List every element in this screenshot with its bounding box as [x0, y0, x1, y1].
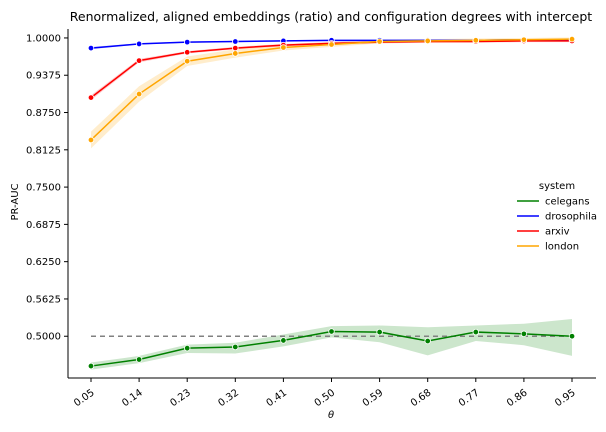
data-point-celegans	[232, 343, 239, 351]
data-point-celegans	[424, 337, 431, 345]
data-point-london	[568, 35, 576, 43]
x-tick-label: 0.95	[553, 387, 578, 409]
data-point-celegans	[87, 362, 95, 370]
x-axis-label: θ	[328, 410, 334, 421]
data-point-london	[232, 50, 239, 57]
data-point-london	[472, 37, 479, 44]
y-tick-label: 0.7500	[26, 183, 61, 194]
data-point-celegans	[472, 328, 479, 336]
x-tick-label: 0.41	[265, 387, 290, 409]
data-point-drosophila	[135, 40, 143, 48]
x-tick-label: 0.77	[457, 387, 482, 409]
data-point-arxiv	[135, 57, 143, 64]
legend-label-london: london	[545, 242, 579, 253]
y-axis-label: PR-AUC	[10, 183, 21, 220]
data-point-london	[280, 44, 287, 51]
legend-title: system	[539, 181, 575, 192]
confidence-bands	[91, 37, 572, 370]
confidence-band-celegans	[91, 318, 572, 370]
y-tick-label: 0.9375	[26, 71, 61, 82]
confidence-band-arxiv	[91, 39, 572, 100]
x-tick-label: 0.05	[72, 387, 97, 409]
data-point-london	[183, 58, 191, 65]
series-lines	[90, 38, 573, 367]
y-tick-label: 0.8125	[26, 145, 61, 156]
x-tick-label: 0.68	[409, 387, 434, 409]
x-tick-label: 0.50	[313, 387, 338, 409]
data-point-london	[520, 36, 528, 43]
data-point-london	[328, 41, 335, 48]
y-tick-label: 1.0000	[26, 33, 61, 44]
x-ticks: 0.05 0.14 0.23 0.32 0.41 0.50 0.59 0.68 0.77 0.86…	[72, 378, 578, 409]
series-markers	[87, 35, 576, 370]
data-point-drosophila	[183, 38, 191, 46]
data-point-celegans	[280, 337, 287, 344]
y-tick-label: 0.6250	[26, 257, 61, 268]
y-tick-label: 0.5625	[26, 294, 61, 305]
legend: system celegans drosophila arxiv london	[517, 181, 597, 253]
data-point-arxiv	[183, 49, 191, 56]
data-point-celegans	[328, 328, 335, 335]
data-point-drosophila	[232, 38, 239, 45]
legend-label-drosophila: drosophila	[545, 212, 597, 223]
series-line-arxiv	[90, 40, 572, 99]
series-line-london	[90, 38, 573, 141]
y-tick-label: 0.6875	[26, 220, 61, 231]
data-point-london	[87, 136, 95, 144]
x-tick-label: 0.14	[120, 387, 145, 409]
x-tick-label: 0.32	[216, 387, 241, 409]
data-point-celegans	[135, 356, 143, 363]
chart-title: Renormalized, aligned embeddings (ratio)…	[70, 9, 593, 24]
data-point-celegans	[376, 328, 383, 336]
x-tick-label: 0.23	[168, 387, 193, 409]
data-point-london	[424, 37, 431, 45]
data-point-london	[376, 38, 383, 45]
legend-label-celegans: celegans	[545, 197, 590, 208]
x-tick-label: 0.86	[505, 387, 530, 409]
data-point-celegans	[520, 330, 528, 338]
y-ticks: 0.5000 0.5625 0.6250 0.6875 0.7500 0.8125 0.87…	[26, 33, 68, 343]
data-point-london	[135, 90, 143, 98]
data-point-arxiv	[87, 94, 95, 101]
data-point-celegans	[183, 344, 191, 352]
y-tick-label: 0.5000	[26, 332, 61, 343]
y-tick-label: 0.8750	[26, 108, 61, 119]
data-point-drosophila	[87, 44, 95, 52]
data-point-celegans	[568, 333, 576, 340]
data-point-arxiv	[232, 44, 239, 52]
legend-label-arxiv: arxiv	[545, 227, 570, 238]
x-tick-label: 0.59	[361, 387, 386, 409]
confidence-band-london	[91, 37, 572, 149]
